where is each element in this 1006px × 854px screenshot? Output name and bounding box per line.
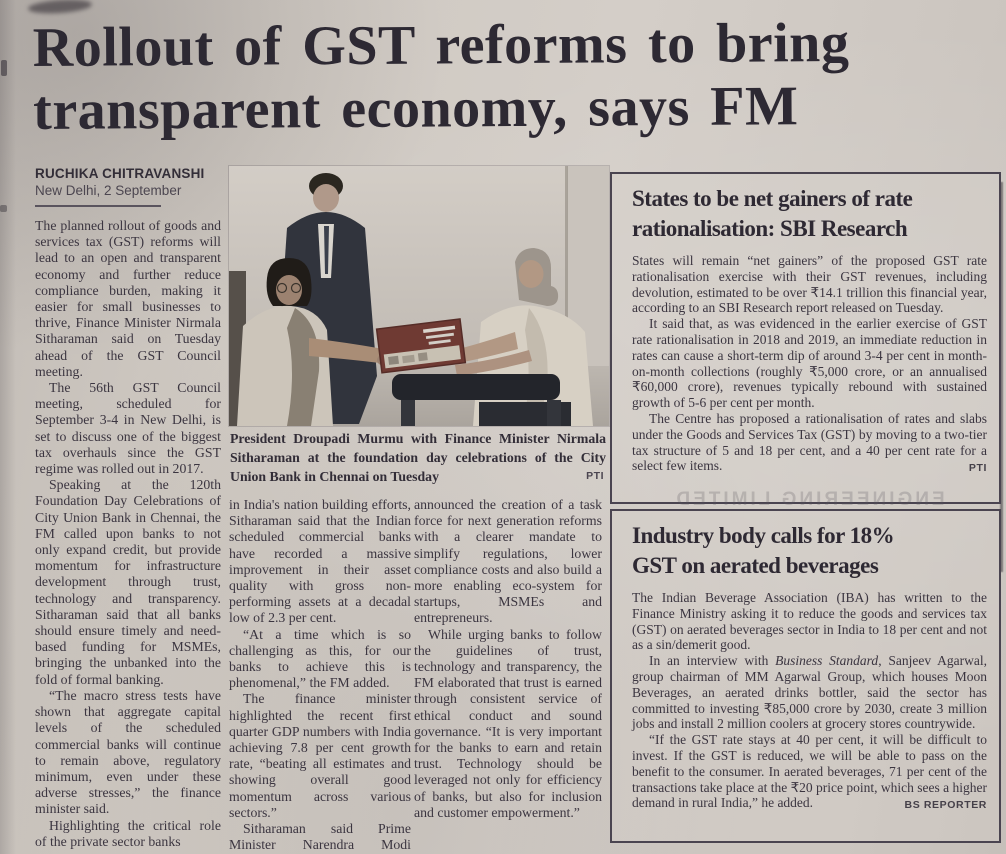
byline-block: RUCHIKA CHITRAVANSHI New Delhi, 2 Septem… bbox=[35, 166, 223, 207]
article-paragraph: “The macro stress tests have shown that … bbox=[35, 687, 221, 817]
article-column-2: in India's nation building efforts, Sith… bbox=[229, 497, 411, 854]
news-photo-illustration bbox=[229, 166, 609, 426]
sbi-headline-line1: States to be net gainers of rate bbox=[632, 186, 913, 211]
article-column-1: The planned rollout of goods and service… bbox=[35, 218, 221, 850]
photo-caption-text: President Droupadi Murmu with Finance Mi… bbox=[230, 431, 606, 484]
showthrough-ghost-text: ENGINEERING LIMITED bbox=[673, 489, 945, 510]
wire-credit: PTI bbox=[968, 462, 987, 475]
byline-author: RUCHIKA CHITRAVANSHI bbox=[35, 166, 205, 181]
paragraph-text: , Sanjeev Agarwal, group chairman of MM … bbox=[632, 653, 987, 732]
article-paragraph: The Centre has proposed a rationalisatio… bbox=[632, 411, 987, 474]
article-paragraph: The planned rollout of goods and service… bbox=[35, 218, 221, 379]
page-edge-line bbox=[1000, 182, 1003, 572]
byline-rule bbox=[35, 205, 161, 207]
publication-name-italic: Business Standard bbox=[775, 653, 879, 669]
iba-article-body: The Indian Beverage Association (IBA) ha… bbox=[632, 590, 987, 811]
chair-silhouette bbox=[392, 374, 571, 426]
article-paragraph: The finance minister highlighted the rec… bbox=[229, 691, 411, 820]
margin-mark bbox=[1, 60, 7, 76]
article-paragraph: The 56th GST Council meeting, scheduled … bbox=[35, 380, 221, 477]
president-murmu-figure bbox=[237, 258, 393, 426]
main-headline-line1: Rollout of GST reforms to bring bbox=[32, 11, 850, 79]
sbi-headline-line2: rationalisation: SBI Research bbox=[632, 216, 908, 241]
sidebar-article-aerated-beverages: Industry body calls for 18% GST on aerat… bbox=[610, 509, 1001, 843]
main-headline: Rollout of GST reforms to bring transpar… bbox=[33, 11, 996, 143]
article-paragraph: In an interview with Business Standard, … bbox=[632, 653, 987, 732]
sbi-article-body: States will remain “net gainers” of the … bbox=[632, 253, 987, 474]
iba-headline-line1: Industry body calls for 18% bbox=[632, 523, 895, 548]
margin-mark bbox=[0, 205, 7, 212]
article-paragraph: announced the creation of a task force f… bbox=[414, 497, 602, 626]
reporter-credit: BS REPORTER bbox=[904, 799, 987, 812]
scan-smudge bbox=[27, 0, 93, 16]
presented-book bbox=[375, 318, 467, 374]
iba-article-headline: Industry body calls for 18% GST on aerat… bbox=[632, 521, 987, 581]
article-paragraph: “At a time which is so challenging as th… bbox=[229, 626, 411, 691]
article-paragraph: Highlighting the critical role of the pr… bbox=[35, 817, 221, 849]
article-paragraph: While urging banks to follow the guideli… bbox=[414, 626, 602, 820]
sidebar-article-sbi-research: States to be net gainers of rate rationa… bbox=[610, 172, 1001, 504]
byline-dateline: New Delhi, 2 September bbox=[35, 183, 182, 198]
article-paragraph: States will remain “net gainers” of the … bbox=[632, 253, 987, 316]
paragraph-text: “If the GST rate stays at 40 per cent, i… bbox=[632, 732, 987, 811]
article-paragraph: in India's nation building efforts, Sith… bbox=[229, 497, 411, 626]
sbi-article-headline: States to be net gainers of rate rationa… bbox=[632, 184, 987, 244]
article-paragraph: It said that, as was evidenced in the ea… bbox=[632, 316, 987, 411]
photo-credit: PTI bbox=[586, 469, 604, 482]
iba-headline-line2: GST on aerated beverages bbox=[632, 553, 879, 578]
article-paragraph: “If the GST rate stays at 40 per cent, i… bbox=[632, 732, 987, 811]
news-photo bbox=[229, 166, 609, 426]
article-paragraph: Sitharaman said Prime Minister Narendra … bbox=[229, 821, 411, 854]
paragraph-text: In an interview with bbox=[649, 653, 776, 669]
paragraph-text: The Centre has proposed a rationalisatio… bbox=[632, 410, 987, 474]
article-paragraph: The Indian Beverage Association (IBA) ha… bbox=[632, 590, 987, 653]
main-headline-line2: transparent economy, says FM bbox=[33, 75, 799, 142]
article-column-3: announced the creation of a task force f… bbox=[414, 497, 602, 821]
photo-caption: President Droupadi Murmu with Finance Mi… bbox=[230, 430, 606, 486]
article-paragraph: Speaking at the 120th Foundation Day Cel… bbox=[35, 477, 221, 687]
page-fold-shadow bbox=[0, 0, 16, 854]
